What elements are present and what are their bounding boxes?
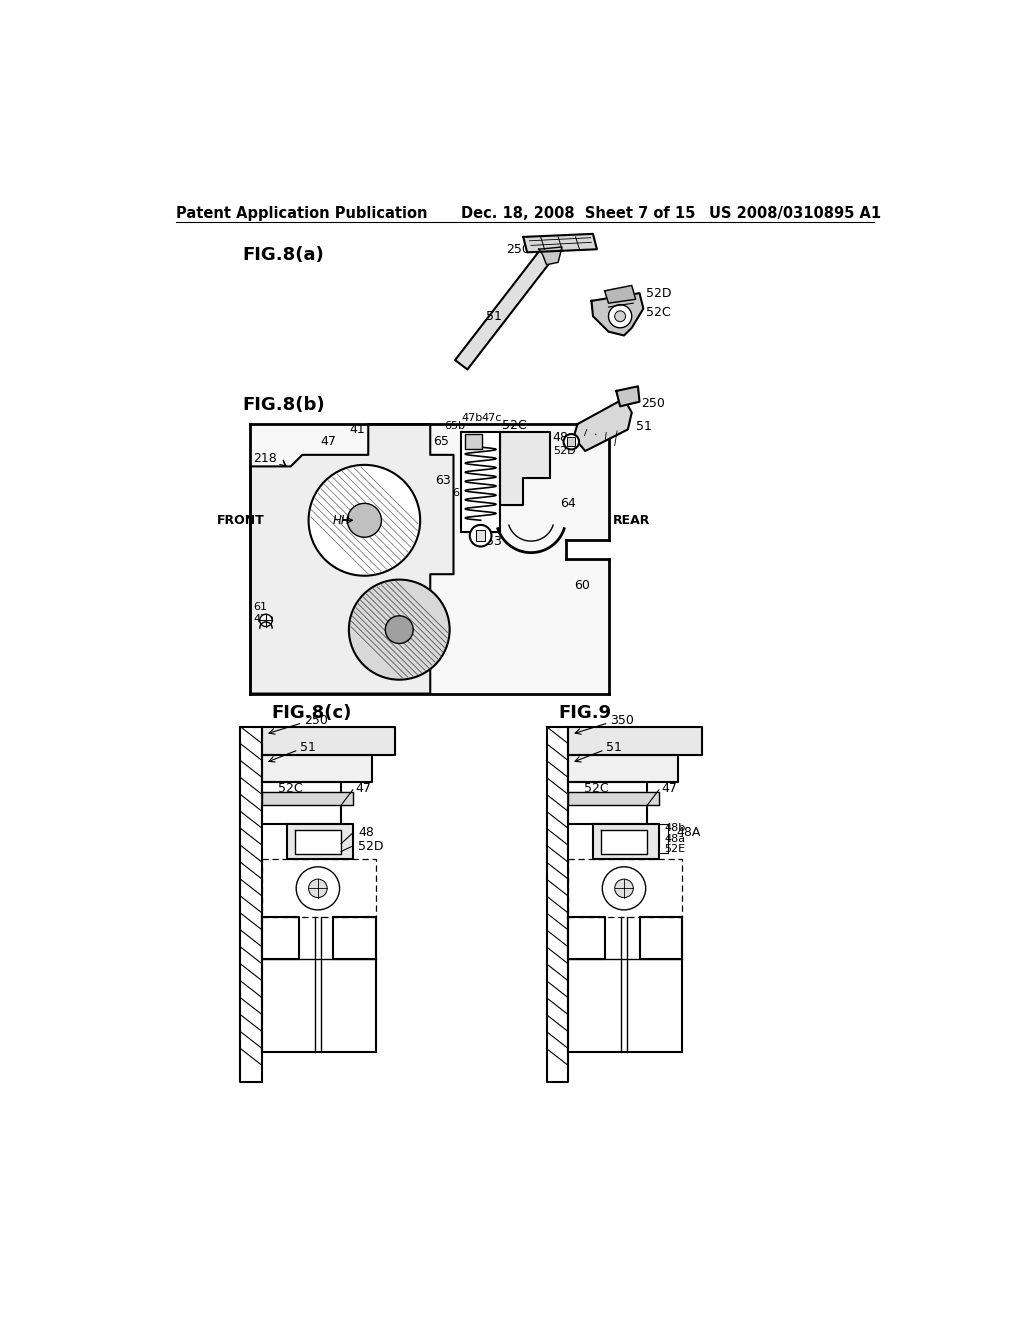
Polygon shape (568, 917, 604, 960)
Text: 65: 65 (433, 436, 450, 449)
Text: HH: HH (332, 513, 350, 527)
Text: 47: 47 (355, 781, 371, 795)
Text: FIG.8(a): FIG.8(a) (243, 246, 325, 264)
Text: 48: 48 (358, 826, 374, 840)
Circle shape (349, 579, 450, 680)
Circle shape (308, 879, 328, 898)
Text: Dec. 18, 2008  Sheet 7 of 15: Dec. 18, 2008 Sheet 7 of 15 (461, 206, 695, 222)
Polygon shape (568, 781, 647, 825)
Text: 62: 62 (429, 644, 444, 657)
Polygon shape (568, 792, 658, 805)
Text: 53: 53 (486, 536, 502, 548)
Polygon shape (287, 825, 352, 859)
Circle shape (608, 305, 632, 327)
Text: 63: 63 (435, 474, 451, 487)
Circle shape (308, 465, 420, 576)
Text: 47b: 47b (461, 413, 482, 422)
Bar (567, 437, 575, 446)
Text: 48a: 48a (665, 834, 685, 843)
Polygon shape (262, 917, 299, 960)
Polygon shape (241, 726, 262, 1082)
Text: 218: 218 (254, 453, 278, 465)
Polygon shape (547, 726, 568, 1082)
Text: FIG.8(c): FIG.8(c) (271, 704, 352, 722)
Text: 52C: 52C (646, 306, 671, 319)
Text: 48: 48 (553, 430, 568, 444)
Text: 47c: 47c (481, 413, 502, 422)
Circle shape (470, 525, 492, 546)
Text: 52D: 52D (646, 286, 671, 300)
Text: 250: 250 (304, 714, 328, 727)
Text: 48b: 48b (665, 824, 685, 833)
Text: FRONT: FRONT (217, 513, 265, 527)
Bar (461, 432, 500, 532)
Text: 47: 47 (321, 436, 336, 449)
Text: 61: 61 (254, 602, 267, 611)
Polygon shape (295, 830, 341, 854)
Text: US 2008/0310895 A1: US 2008/0310895 A1 (710, 206, 882, 222)
Circle shape (385, 615, 414, 644)
Polygon shape (500, 432, 550, 506)
Text: 51: 51 (300, 741, 316, 754)
Text: 48A: 48A (677, 826, 701, 840)
Text: 47: 47 (662, 781, 677, 795)
Polygon shape (616, 387, 640, 407)
Polygon shape (262, 781, 341, 825)
Polygon shape (334, 917, 376, 960)
Text: 65b: 65b (444, 421, 465, 430)
Text: 47a: 47a (254, 614, 274, 624)
Text: 51: 51 (486, 310, 502, 323)
Text: 52D: 52D (358, 840, 384, 853)
Polygon shape (251, 424, 454, 693)
Text: 52C: 52C (278, 781, 302, 795)
Text: REAR: REAR (613, 513, 650, 527)
Text: 250: 250 (506, 243, 530, 256)
Polygon shape (262, 726, 395, 755)
Polygon shape (592, 293, 643, 335)
Text: 350: 350 (610, 714, 634, 727)
Bar (465, 434, 482, 449)
Circle shape (347, 503, 381, 537)
Text: 65a: 65a (452, 488, 473, 499)
Circle shape (260, 614, 272, 627)
Polygon shape (523, 234, 597, 252)
Polygon shape (568, 726, 701, 755)
Polygon shape (604, 285, 636, 304)
Text: 52C: 52C (584, 781, 608, 795)
Text: 42: 42 (390, 644, 406, 657)
Bar (476, 531, 485, 541)
Polygon shape (251, 424, 608, 693)
Text: 60: 60 (574, 579, 590, 593)
Polygon shape (455, 244, 556, 370)
Text: FIG.8(b): FIG.8(b) (243, 396, 326, 413)
Text: 41: 41 (349, 422, 365, 436)
Text: 52D: 52D (553, 446, 575, 455)
Polygon shape (262, 792, 352, 805)
Text: 52C: 52C (502, 418, 526, 432)
Circle shape (614, 312, 626, 322)
Polygon shape (262, 755, 372, 781)
Circle shape (563, 434, 579, 449)
Text: Patent Application Publication: Patent Application Publication (176, 206, 428, 222)
Circle shape (602, 867, 646, 909)
Polygon shape (573, 399, 632, 451)
Text: 51: 51 (636, 420, 651, 433)
Text: 52E: 52E (665, 843, 685, 854)
Text: 250: 250 (641, 397, 665, 409)
Polygon shape (539, 247, 562, 264)
Text: 64: 64 (560, 496, 577, 510)
Text: FIG.9: FIG.9 (558, 704, 611, 722)
Circle shape (614, 879, 633, 898)
Polygon shape (593, 825, 658, 859)
Circle shape (296, 867, 340, 909)
Polygon shape (640, 917, 682, 960)
Polygon shape (568, 755, 678, 781)
Text: 51: 51 (606, 741, 622, 754)
Polygon shape (601, 830, 647, 854)
